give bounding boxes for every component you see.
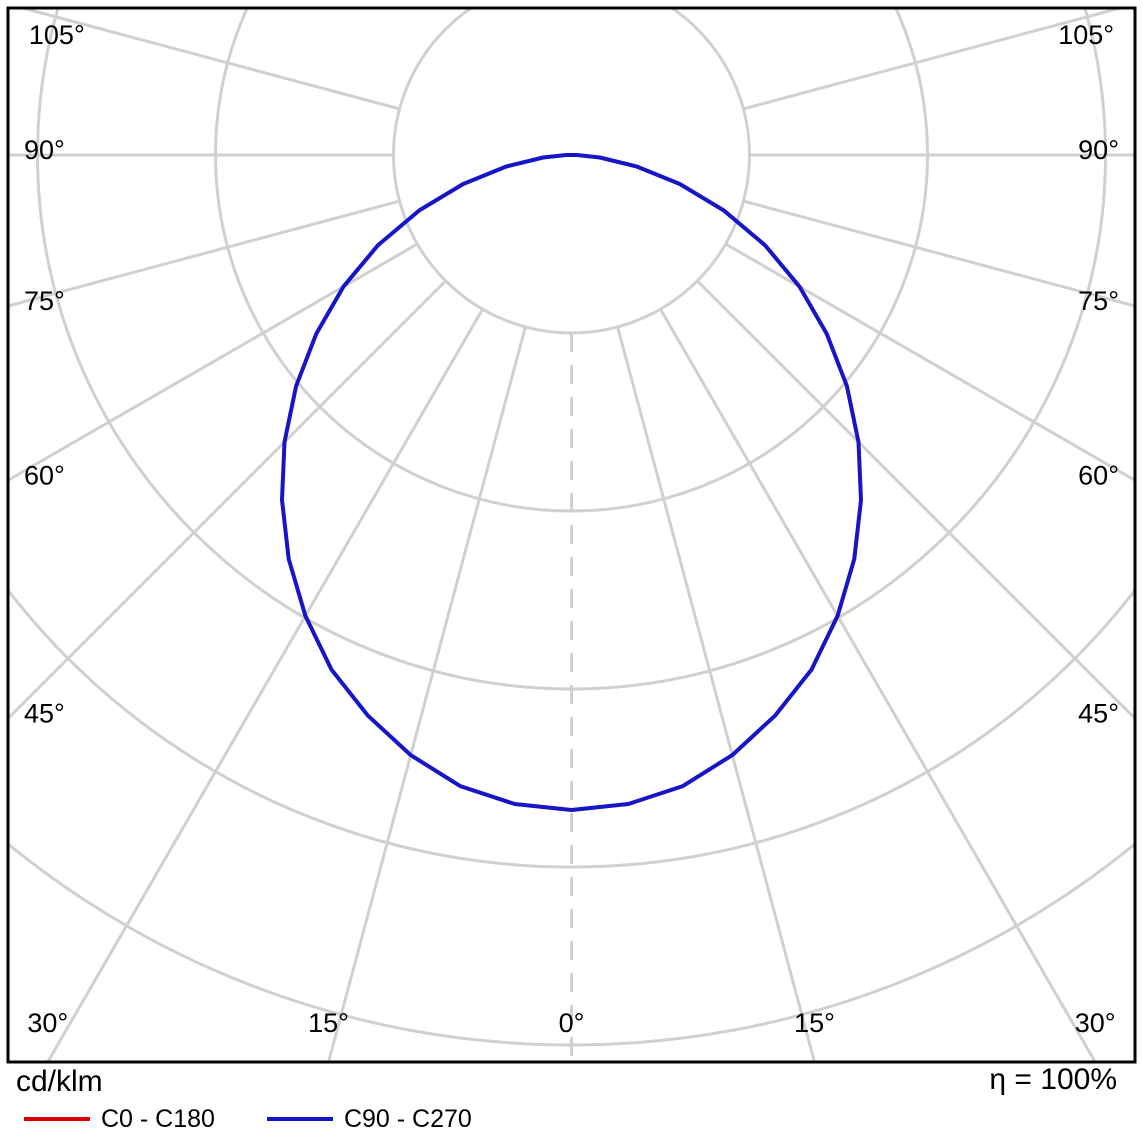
angle-label-90-left: 90° — [24, 135, 65, 165]
grid-radial-line — [8, 279, 447, 720]
angle-label-75-right: 75° — [1078, 286, 1119, 316]
grid-radial-line — [22, 8, 400, 111]
angle-label-105-left: 105° — [29, 20, 85, 50]
grid-radial-line — [8, 242, 419, 482]
angle-label-45-left: 45° — [24, 699, 65, 729]
angle-label-105-right: 105° — [1058, 20, 1114, 50]
grid-radial-line — [724, 242, 1135, 482]
c0-c180-line-swatch — [24, 1117, 90, 1121]
grid-radial-line — [743, 199, 1135, 308]
angle-label-60-right: 60° — [1078, 460, 1119, 490]
grid-radial-line — [743, 8, 1121, 111]
legend-item-c0-c180: C0 - C180 — [24, 1105, 215, 1133]
grid-radial-line — [8, 199, 400, 308]
angle-label-90-right: 90° — [1078, 135, 1119, 165]
angle-label-0-right: 0° — [559, 1008, 585, 1038]
curve-c90-c270 — [280, 153, 863, 812]
c90-c270-line-swatch — [266, 1117, 333, 1121]
angle-label-15-right: 15° — [794, 1008, 835, 1038]
efficiency-label: η = 100% — [989, 1063, 1117, 1096]
angle-label-45-right: 45° — [1078, 699, 1119, 729]
grid-ring — [8, 587, 1135, 869]
legend-label-c90-c270: C90 - C270 — [343, 1105, 472, 1133]
radial-unit-label: cd/klm — [16, 1065, 103, 1098]
angle-label-30-right: 30° — [1075, 1008, 1116, 1038]
curve-legend: C0 - C180 C90 - C270 — [24, 1104, 472, 1134]
angle-labels: 0° 15° 15° 30° 30° 45° 45° 60° 60° 75° 75° 90° 90° 10… — [24, 20, 1119, 1038]
legend-label-c0-c180: C0 - C180 — [101, 1105, 215, 1133]
chart-frame — [6, 6, 1137, 1064]
grid-radial-line — [327, 326, 527, 1062]
grid-radial-line — [696, 279, 1135, 720]
grid-radial-line — [659, 308, 1097, 1062]
angle-label-60-left: 60° — [24, 460, 65, 490]
legend-item-c90-c270: C90 - C270 — [266, 1105, 472, 1133]
angle-label-75-left: 75° — [24, 286, 65, 316]
grid-radial-line — [46, 308, 484, 1062]
angle-label-15-left: 15° — [308, 1008, 349, 1038]
grid-ring — [392, 8, 751, 335]
angle-label-30-left: 30° — [27, 1008, 68, 1038]
grid-radial-line — [616, 326, 816, 1062]
